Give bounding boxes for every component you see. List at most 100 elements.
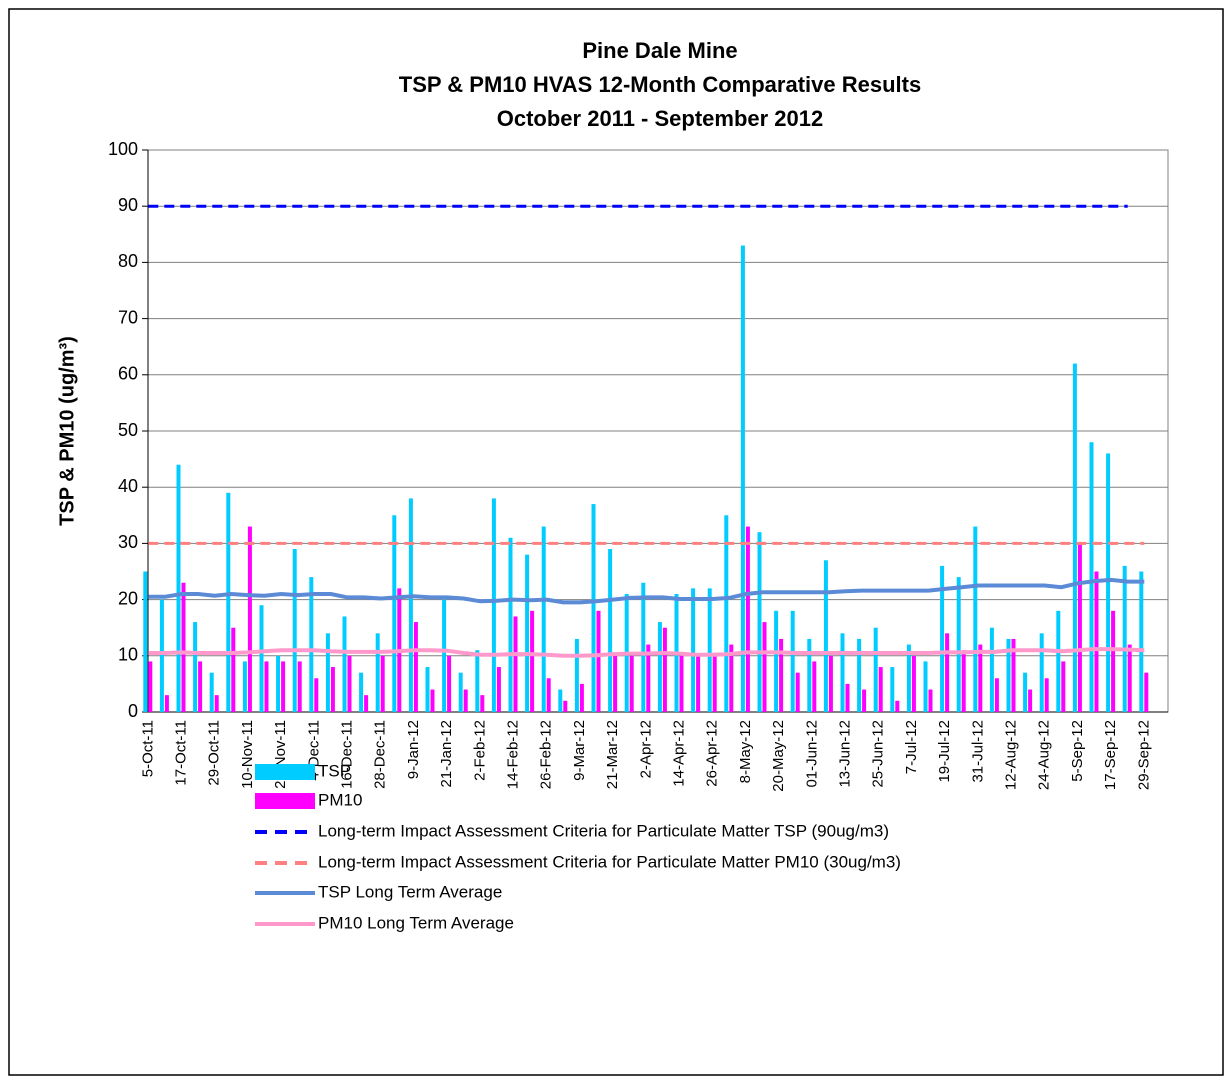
bar (1106, 453, 1111, 712)
bar (989, 627, 994, 712)
bar (458, 672, 463, 712)
bar (629, 655, 634, 712)
bar (823, 560, 828, 712)
bar (297, 661, 302, 712)
bar (525, 554, 530, 712)
x-tick-label: 26-Apr-12 (704, 720, 721, 787)
bar (774, 610, 779, 712)
bar (359, 672, 364, 712)
x-tick-label: 17-Oct-11 (172, 720, 189, 786)
bar (342, 616, 347, 712)
bar (1089, 442, 1094, 712)
y-tick-label: 40 (118, 476, 138, 496)
bar (563, 700, 568, 712)
y-tick-label: 30 (118, 532, 138, 552)
bar (895, 700, 900, 712)
bar (873, 627, 878, 712)
bar (325, 633, 330, 712)
bar (259, 605, 264, 712)
y-tick-label: 50 (118, 420, 138, 440)
chart-title: TSP & PM10 HVAS 12-Month Comparative Res… (399, 72, 921, 97)
bar (757, 532, 762, 712)
bar (209, 672, 214, 712)
y-tick-label: 100 (108, 139, 138, 159)
bar (1094, 571, 1099, 712)
bar (828, 655, 833, 712)
y-axis-title: TSP & PM10 (ug/m³) (56, 336, 78, 526)
x-tick-label: 29-Sep-12 (1135, 720, 1152, 790)
bar (994, 678, 999, 712)
bar (1072, 363, 1077, 712)
bar (906, 644, 911, 712)
bar (1077, 543, 1082, 712)
bar (608, 549, 613, 712)
bar (392, 515, 397, 712)
bar (231, 627, 236, 712)
x-tick-label: 9-Mar-12 (571, 720, 588, 781)
y-tick-label: 20 (118, 588, 138, 608)
bar (1061, 661, 1066, 712)
bar (413, 622, 418, 712)
legend-label: Long-term Impact Assessment Criteria for… (318, 852, 901, 871)
bar (745, 526, 750, 712)
legend-label: PM10 (318, 790, 362, 809)
bar (862, 689, 867, 712)
bar (1023, 672, 1028, 712)
x-tick-label: 21-Mar-12 (604, 720, 621, 789)
bar (591, 504, 596, 712)
bar (845, 683, 850, 712)
x-tick-label: 26-Feb-12 (538, 720, 555, 789)
bar (364, 695, 369, 712)
x-tick-label: 01-Jun-12 (803, 720, 820, 788)
bar (911, 655, 916, 712)
bar (546, 678, 551, 712)
x-tick-label: 29-Oct-11 (206, 720, 223, 786)
bar (214, 695, 219, 712)
bar (762, 622, 767, 712)
bar (973, 526, 978, 712)
bar (247, 526, 252, 712)
bar (978, 644, 983, 712)
x-tick-label: 21-Jan-12 (438, 720, 455, 788)
bar (430, 689, 435, 712)
bar (712, 655, 717, 712)
x-tick-label: 12-Aug-12 (1002, 720, 1019, 790)
bar (1122, 565, 1127, 712)
bar (330, 667, 335, 712)
bar (164, 695, 169, 712)
bar (579, 683, 584, 712)
bar (508, 537, 513, 712)
bar (1039, 633, 1044, 712)
legend-label: PM10 Long Term Average (318, 913, 514, 932)
x-tick-label: 20-May-12 (770, 720, 787, 792)
bar (878, 667, 883, 712)
bar (696, 655, 701, 712)
x-tick-label: 14-Apr-12 (670, 720, 687, 787)
x-tick-label: 25-Jun-12 (870, 720, 887, 788)
x-tick-label: 31-Jul-12 (969, 720, 986, 783)
bar (292, 549, 297, 712)
chart-title: Pine Dale Mine (582, 38, 737, 63)
bar (641, 582, 646, 712)
bar (857, 638, 862, 712)
y-tick-label: 70 (118, 307, 138, 327)
bar (707, 588, 712, 712)
y-tick-label: 10 (118, 645, 138, 665)
bar (447, 655, 452, 712)
bar (961, 650, 966, 712)
chart-title: October 2011 - September 2012 (497, 106, 824, 131)
x-tick-label: 24-Aug-12 (1036, 720, 1053, 790)
bar (790, 610, 795, 712)
bar (890, 667, 895, 712)
x-tick-label: 10-Nov-11 (239, 720, 256, 789)
bar (314, 678, 319, 712)
bar (309, 577, 314, 712)
bar (425, 667, 430, 712)
bar (143, 571, 148, 712)
bar (596, 610, 601, 712)
legend-swatch (255, 764, 315, 780)
bar (276, 655, 281, 712)
bar (807, 638, 812, 712)
line-series (148, 577, 1145, 605)
